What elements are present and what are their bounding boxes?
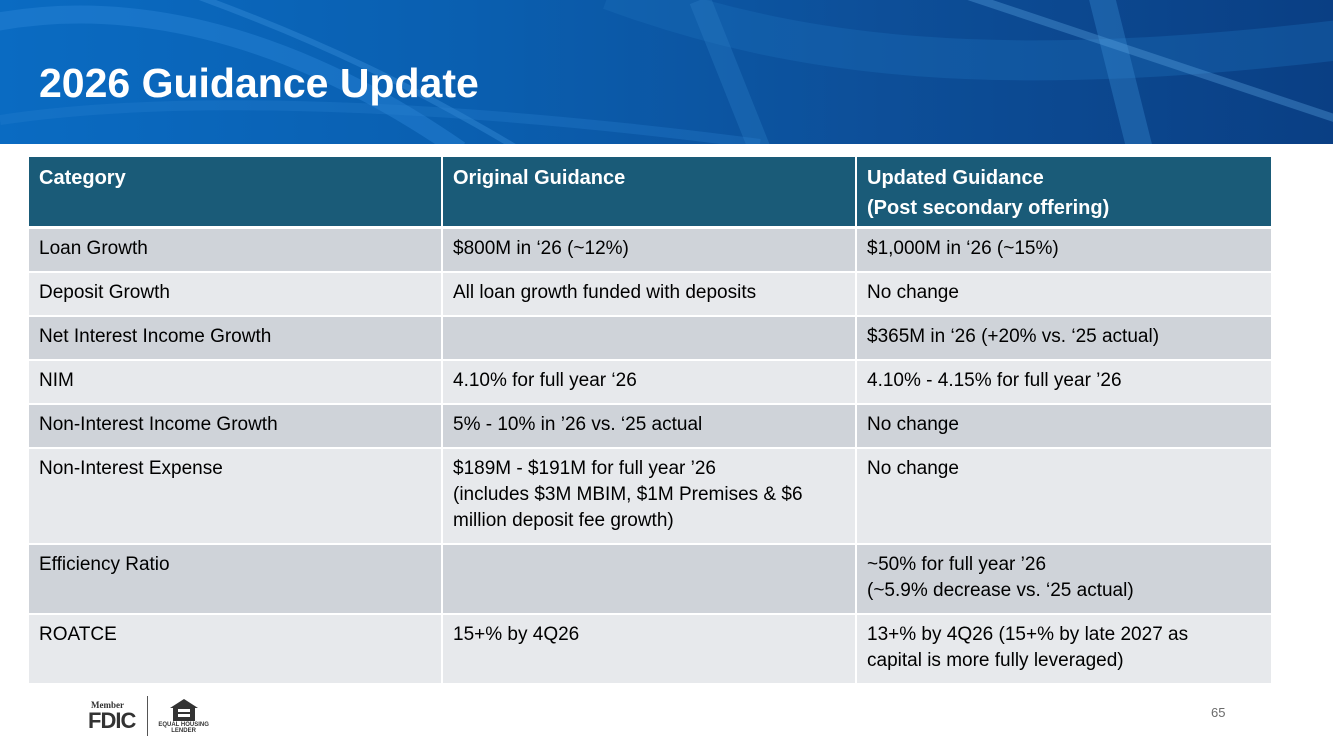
cell-line: No change (867, 458, 959, 479)
category-cell: Net Interest Income Growth (29, 317, 443, 361)
header-updated-guidance: Updated Guidance (Post secondary offerin… (857, 157, 1271, 229)
header-updated-line2: (Post secondary offering) (867, 197, 1110, 219)
original-guidance-cell: $800M in ‘26 (~12%) (443, 229, 857, 273)
original-guidance-cell (443, 317, 857, 361)
table-header-row: Category Original Guidance Updated Guida… (29, 157, 1271, 229)
cell-line: (~5.9% decrease vs. ‘25 actual) (867, 580, 1134, 601)
cell-line: million deposit fee growth) (453, 510, 674, 531)
original-guidance-cell: 5% - 10% in ’26 vs. ‘25 actual (443, 405, 857, 449)
original-guidance-cell: 15+% by 4Q26 (443, 615, 857, 685)
header-updated-line1: Updated Guidance (867, 167, 1044, 189)
updated-guidance-cell: No change (857, 449, 1271, 545)
updated-guidance-cell: 13+% by 4Q26 (15+% by late 2027 as capit… (857, 615, 1271, 685)
original-guidance-cell: All loan growth funded with deposits (443, 273, 857, 317)
cell-line: $1,000M in ‘26 (~15%) (867, 238, 1059, 259)
category-cell: ROATCE (29, 615, 443, 685)
category-cell: Efficiency Ratio (29, 545, 443, 615)
cell-line: 13+% by 4Q26 (15+% by late 2027 as (867, 624, 1189, 645)
updated-guidance-cell: $365M in ‘26 (+20% vs. ‘25 actual) (857, 317, 1271, 361)
original-guidance-cell: 4.10% for full year ‘26 (443, 361, 857, 405)
cell-line: $365M in ‘26 (+20% vs. ‘25 actual) (867, 326, 1160, 347)
updated-guidance-cell: No change (857, 273, 1271, 317)
table-row: Efficiency Ratio ~50% for full year ’26 … (29, 545, 1271, 615)
ehl-text-line2: LENDER (171, 728, 196, 734)
table-row: Deposit Growth All loan growth funded wi… (29, 273, 1271, 317)
header-category: Category (29, 157, 443, 229)
table-row: NIM 4.10% for full year ‘26 4.10% - 4.15… (29, 361, 1271, 405)
cell-line: 4.10% - 4.15% for full year ’26 (867, 370, 1122, 391)
cell-line: No change (867, 414, 959, 435)
table-row: Net Interest Income Growth $365M in ‘26 … (29, 317, 1271, 361)
updated-guidance-cell: $1,000M in ‘26 (~15%) (857, 229, 1271, 273)
cell-line: (includes $3M MBIM, $1M Premises & $6 (453, 484, 803, 505)
cell-line: $800M in ‘26 (~12%) (453, 238, 629, 259)
category-cell: Non-Interest Expense (29, 449, 443, 545)
equal-housing-icon (169, 699, 198, 721)
logo-divider (147, 696, 149, 736)
cell-line: 4.10% for full year ‘26 (453, 370, 637, 391)
table-row: Loan Growth $800M in ‘26 (~12%) $1,000M … (29, 229, 1271, 273)
ehl-text-line1: EQUAL HOUSING (158, 722, 209, 728)
category-cell: Deposit Growth (29, 273, 443, 317)
fdic-wordmark: FDIC (88, 707, 136, 733)
table-row: Non-Interest Expense $189M - $191M for f… (29, 449, 1271, 545)
guidance-table: Category Original Guidance Updated Guida… (29, 157, 1271, 685)
cell-line: 5% - 10% in ’26 vs. ‘25 actual (453, 414, 703, 435)
updated-guidance-cell: No change (857, 405, 1271, 449)
fdic-member-logo: Member FDIC (88, 699, 136, 733)
fdic-member-text: Member (91, 699, 124, 710)
slide-title: 2026 Guidance Update (39, 60, 479, 106)
table-row: ROATCE 15+% by 4Q26 13+% by 4Q26 (15+% b… (29, 615, 1271, 685)
cell-line: No change (867, 282, 959, 303)
original-guidance-cell: $189M - $191M for full year ’26 (include… (443, 449, 857, 545)
original-guidance-cell (443, 545, 857, 615)
cell-line: 15+% by 4Q26 (453, 624, 580, 645)
updated-guidance-cell: ~50% for full year ’26 (~5.9% decrease v… (857, 545, 1271, 615)
cell-line: All loan growth funded with deposits (453, 282, 757, 303)
page-number: 65 (1211, 705, 1226, 720)
updated-guidance-cell: 4.10% - 4.15% for full year ’26 (857, 361, 1271, 405)
cell-line: ~50% for full year ’26 (867, 554, 1047, 575)
category-cell: NIM (29, 361, 443, 405)
cell-line: $189M - $191M for full year ’26 (453, 458, 716, 479)
category-cell: Loan Growth (29, 229, 443, 273)
equal-housing-lender-logo: EQUAL HOUSING LENDER (158, 698, 209, 734)
cell-line: capital is more fully leveraged) (867, 650, 1124, 671)
header-original-guidance: Original Guidance (443, 157, 857, 229)
table-row: Non-Interest Income Growth 5% - 10% in ’… (29, 405, 1271, 449)
title-banner: 2026 Guidance Update (0, 0, 1333, 144)
category-cell: Non-Interest Income Growth (29, 405, 443, 449)
footer-logos: Member FDIC EQUAL HOUSING LENDER (88, 696, 209, 736)
banner-background-graphic (0, 0, 1333, 144)
